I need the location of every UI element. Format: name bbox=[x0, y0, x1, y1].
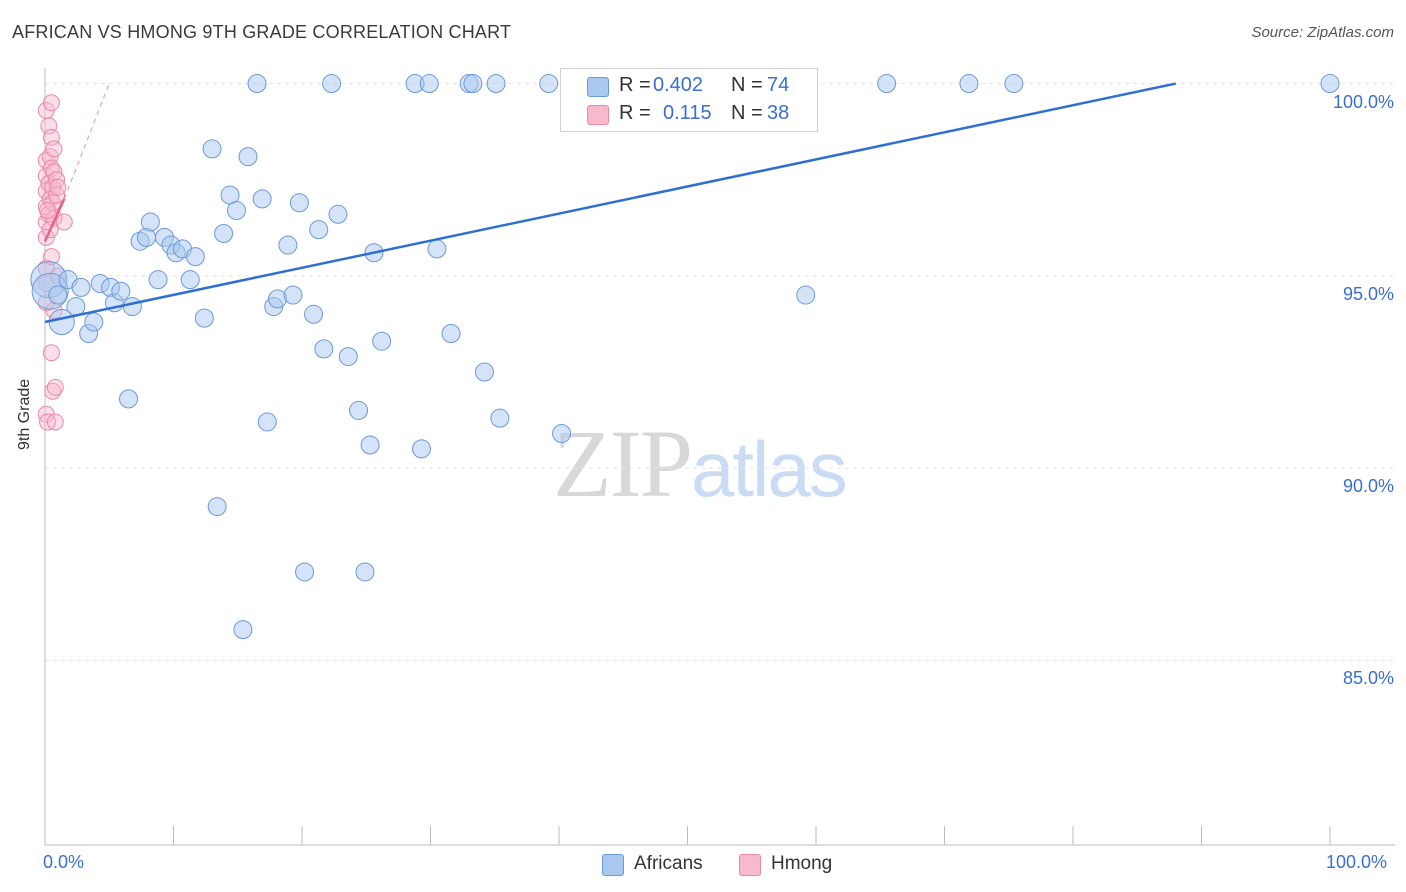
watermark-zip: ZIP bbox=[553, 410, 693, 517]
legend-swatch-hmong bbox=[587, 105, 609, 125]
africans-point bbox=[314, 339, 334, 359]
africans-point bbox=[349, 400, 369, 420]
africans-point bbox=[328, 204, 348, 224]
hmong-point bbox=[44, 178, 62, 196]
hmong-series bbox=[37, 94, 73, 431]
africans-point bbox=[185, 247, 205, 267]
legend-r-value: 0.115 bbox=[663, 102, 712, 124]
hmong-point bbox=[45, 140, 63, 158]
africans-point bbox=[295, 562, 315, 582]
hmong-point bbox=[42, 94, 60, 112]
africans-point bbox=[959, 74, 979, 94]
hmong-point bbox=[46, 378, 64, 396]
africans-point bbox=[372, 331, 392, 351]
watermark-atlas: atlas bbox=[691, 425, 848, 513]
africans-point bbox=[1320, 74, 1340, 94]
africans-point bbox=[194, 308, 214, 328]
legend-r-label: R = bbox=[619, 74, 651, 96]
africans-point bbox=[486, 74, 506, 94]
y-tick-label: 90.0% bbox=[1342, 476, 1394, 497]
africans-point bbox=[202, 139, 222, 159]
africans-point bbox=[226, 200, 246, 220]
legend-n-value: 38 bbox=[767, 102, 790, 124]
africans-trend-line bbox=[44, 82, 1177, 324]
africans-point bbox=[207, 497, 227, 517]
axes bbox=[44, 68, 1395, 846]
x-tick-label-max: 100.0% bbox=[1326, 852, 1388, 872]
africans-point bbox=[119, 389, 139, 409]
y-tick-label: 95.0% bbox=[1342, 283, 1394, 304]
africans-point bbox=[247, 74, 267, 94]
legend-swatch-hmong bbox=[739, 854, 761, 876]
hmong-point bbox=[55, 213, 73, 231]
africans-point bbox=[877, 74, 897, 94]
chart-title: AFRICAN VS HMONG 9TH GRADE CORRELATION C… bbox=[12, 22, 512, 42]
watermark: ZIPatlas bbox=[553, 408, 848, 519]
y-tick-label: 85.0% bbox=[1342, 668, 1394, 689]
hmong-point bbox=[46, 413, 64, 431]
source-label: Source: ZipAtlas.com bbox=[1251, 24, 1394, 41]
africans-point bbox=[796, 285, 816, 305]
trend-lines bbox=[43, 82, 1177, 324]
legend-label-hmong: Hmong bbox=[771, 853, 833, 874]
africans-point bbox=[238, 147, 258, 167]
africans-point bbox=[122, 297, 142, 317]
hmong-point bbox=[42, 344, 60, 362]
x-tick-label-min: 0.0% bbox=[43, 852, 85, 872]
y-tick-label: 100.0% bbox=[1332, 91, 1394, 112]
africans-point bbox=[322, 74, 342, 94]
africans-series bbox=[30, 74, 1340, 640]
legend-row-africans: R = 0.402 N = 74 bbox=[561, 72, 817, 100]
africans-point bbox=[148, 270, 168, 290]
legend-n-label: N = bbox=[731, 102, 763, 124]
africans-point bbox=[257, 412, 277, 432]
legend-r-value: 0.402 bbox=[653, 74, 704, 96]
legend-label-africans: Africans bbox=[634, 853, 703, 874]
africans-point bbox=[355, 562, 375, 582]
africans-point bbox=[463, 74, 483, 94]
hmong-point bbox=[49, 178, 67, 196]
africans-point bbox=[552, 424, 572, 444]
africans-point bbox=[252, 189, 272, 209]
africans-point bbox=[490, 408, 510, 428]
africans-point bbox=[283, 285, 303, 305]
hmong-point bbox=[39, 201, 57, 219]
series-legend: Africans Hmong bbox=[0, 852, 1406, 878]
africans-point bbox=[214, 224, 234, 244]
hmong-trend-extension bbox=[63, 83, 110, 200]
hmong-trend-line bbox=[43, 198, 66, 242]
africans-point bbox=[360, 435, 380, 455]
africans-point bbox=[71, 277, 91, 297]
gridlines bbox=[45, 83, 1395, 661]
africans-point bbox=[441, 324, 461, 344]
legend-r-label: R = bbox=[619, 102, 651, 124]
africans-point bbox=[278, 235, 298, 255]
africans-point bbox=[304, 304, 324, 324]
africans-point bbox=[474, 362, 494, 382]
legend-swatch-africans bbox=[602, 854, 624, 876]
africans-point bbox=[338, 347, 358, 367]
africans-point bbox=[111, 281, 131, 301]
legend-swatch-africans bbox=[587, 77, 609, 97]
africans-point bbox=[419, 74, 439, 94]
africans-point bbox=[140, 212, 160, 232]
legend-n-label: N = bbox=[731, 74, 763, 96]
africans-point bbox=[180, 270, 200, 290]
africans-point bbox=[309, 220, 329, 240]
legend-row-hmong: R = 0.115 N = 38 bbox=[561, 100, 817, 128]
africans-point bbox=[539, 74, 559, 94]
africans-point bbox=[48, 285, 68, 305]
africans-point bbox=[289, 193, 309, 213]
africans-point bbox=[427, 239, 447, 259]
correlation-legend: R = 0.402 N = 74 R = 0.115 N = 38 bbox=[560, 68, 818, 132]
legend-n-value: 74 bbox=[767, 74, 790, 96]
africans-point bbox=[84, 312, 104, 332]
africans-point bbox=[1004, 74, 1024, 94]
africans-point bbox=[412, 439, 432, 459]
africans-point bbox=[233, 620, 253, 640]
